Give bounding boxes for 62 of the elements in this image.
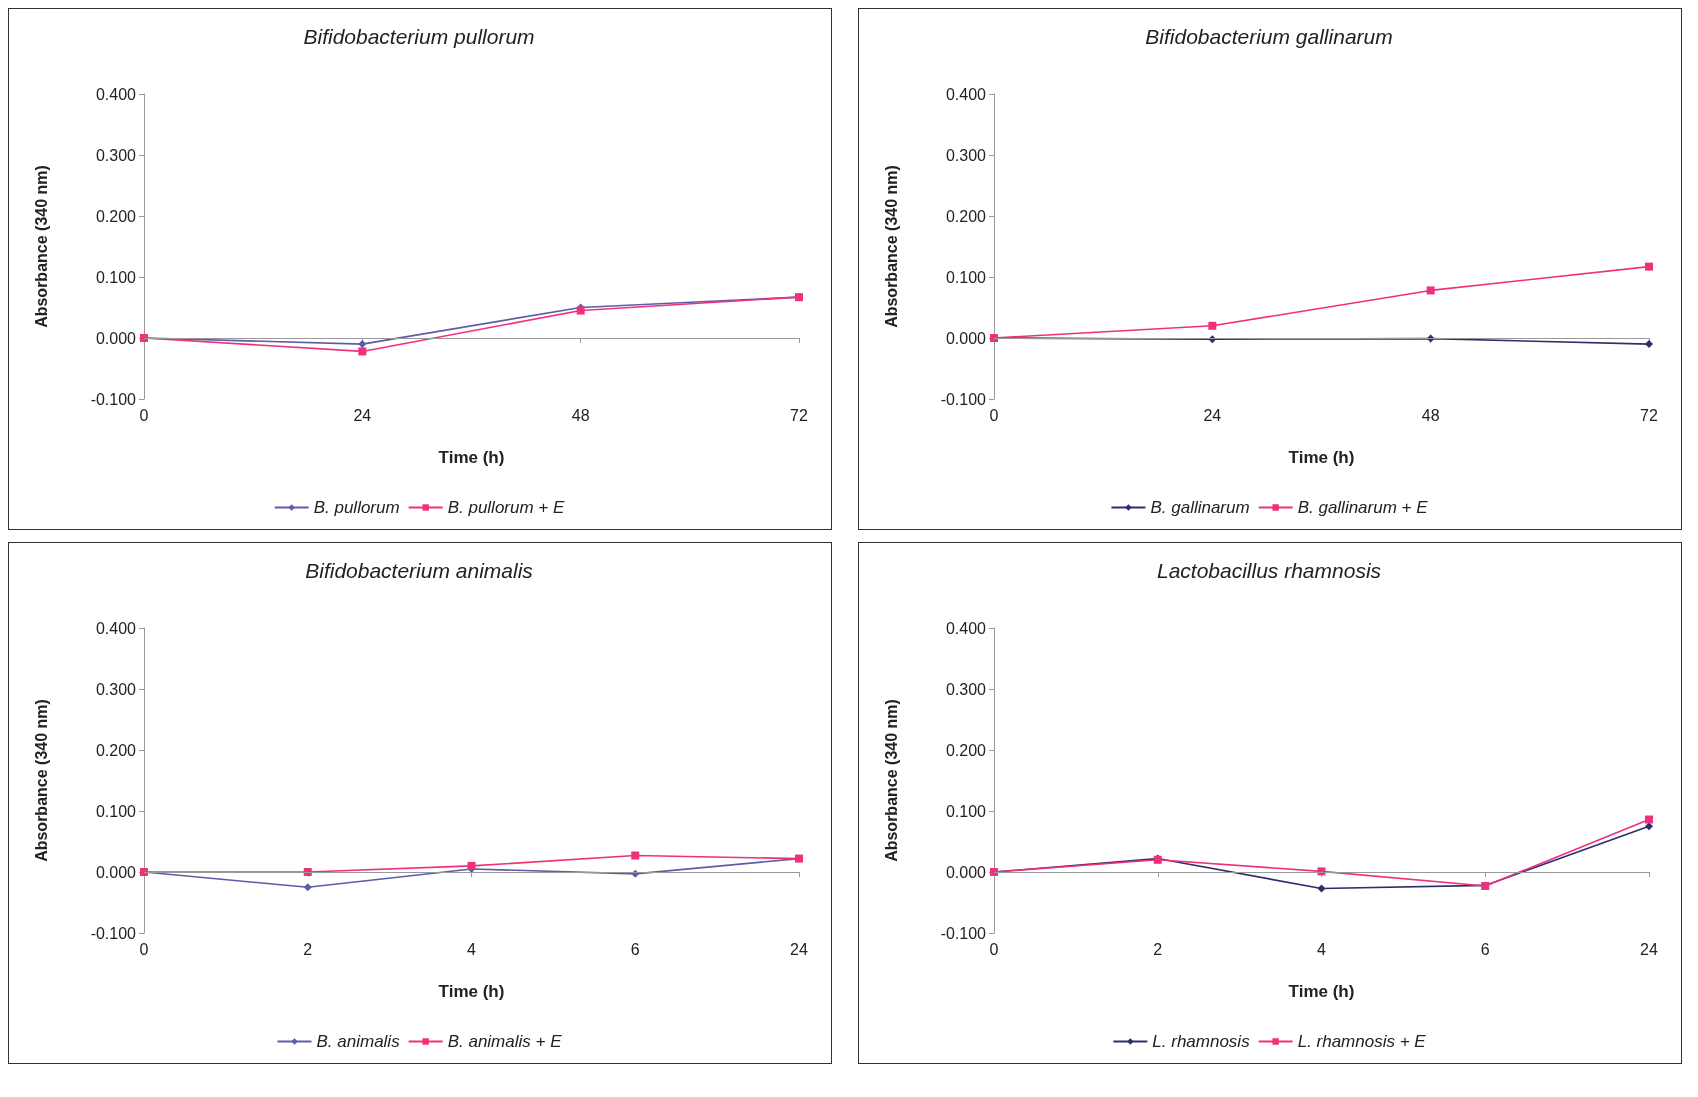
x-tick-label: 2 <box>1153 940 1163 958</box>
y-tick-label: 0.400 <box>945 85 987 103</box>
x-tick-label: 24 <box>353 406 372 424</box>
x-tick-label: 24 <box>1203 406 1222 424</box>
y-axis-title: Absorbance (340 nm) <box>882 699 900 862</box>
y-tick-label: 0.300 <box>945 680 987 698</box>
y-tick-label: 0.300 <box>95 146 137 164</box>
x-tick-label: 0 <box>989 940 999 958</box>
legend-label: B. pullorum + E <box>447 498 565 517</box>
y-tick-label: 0.000 <box>945 863 987 881</box>
y-tick-label: 0.200 <box>95 741 137 759</box>
chart-title: Bifidobacterium animalis <box>305 559 534 582</box>
y-tick-label: 0.300 <box>95 680 137 698</box>
y-tick-label: 0.200 <box>95 207 137 225</box>
y-tick-label: 0.400 <box>95 619 137 637</box>
x-axis-title: Time (h) <box>1288 448 1355 467</box>
x-tick-label: 72 <box>790 406 808 424</box>
x-tick-label: 72 <box>1640 406 1658 424</box>
x-axis-title: Time (h) <box>438 448 505 467</box>
y-axis-title: Absorbance (340 nm) <box>32 699 50 862</box>
x-tick-label: 0 <box>139 940 149 958</box>
y-tick-label: 0.100 <box>945 268 987 286</box>
legend-label: B. animalis + E <box>447 1032 563 1051</box>
x-tick-label: 4 <box>467 940 477 958</box>
y-tick-label: 0.200 <box>945 207 987 225</box>
chart-title: Lactobacillus rhamnosis <box>1156 559 1382 582</box>
legend-label: L. rhamnosis + E <box>1297 1032 1427 1051</box>
x-tick-label: 2 <box>303 940 313 958</box>
legend-label: B. gallinarum <box>1150 498 1250 517</box>
y-tick-label: 0.100 <box>945 802 987 820</box>
x-tick-label: 4 <box>1317 940 1327 958</box>
x-tick-label: 48 <box>1421 406 1440 424</box>
legend-label: B. pullorum <box>313 498 400 517</box>
y-tick-label: -0.100 <box>940 924 987 942</box>
y-tick-label: 0.000 <box>945 329 987 347</box>
legend-label: L. rhamnosis <box>1152 1032 1251 1051</box>
y-tick-label: 0.000 <box>95 329 137 347</box>
y-tick-label: 0.000 <box>95 863 137 881</box>
y-tick-label: -0.100 <box>90 390 137 408</box>
chart-title: Bifidobacterium pullorum <box>303 25 535 48</box>
x-axis-title: Time (h) <box>438 982 505 1001</box>
chart-title: Bifidobacterium gallinarum <box>1145 25 1393 48</box>
x-tick-label: 48 <box>571 406 590 424</box>
x-tick-label: 6 <box>1480 940 1490 958</box>
y-tick-label: 0.100 <box>95 802 137 820</box>
x-tick-label: 0 <box>139 406 149 424</box>
y-tick-label: 0.400 <box>945 619 987 637</box>
x-tick-label: 6 <box>630 940 640 958</box>
y-tick-label: -0.100 <box>90 924 137 942</box>
x-tick-label: 24 <box>790 940 808 958</box>
x-tick-label: 0 <box>989 406 999 424</box>
y-tick-label: 0.300 <box>945 146 987 164</box>
x-axis-title: Time (h) <box>1288 982 1355 1001</box>
legend-label: B. gallinarum + E <box>1297 498 1429 517</box>
y-axis-title: Absorbance (340 nm) <box>32 165 50 328</box>
x-tick-label: 24 <box>1640 940 1658 958</box>
y-tick-label: 0.100 <box>95 268 137 286</box>
legend-label: B. animalis <box>316 1032 401 1051</box>
y-axis-title: Absorbance (340 nm) <box>882 165 900 328</box>
y-tick-label: -0.100 <box>940 390 987 408</box>
y-tick-label: 0.200 <box>945 741 987 759</box>
y-tick-label: 0.400 <box>95 85 137 103</box>
